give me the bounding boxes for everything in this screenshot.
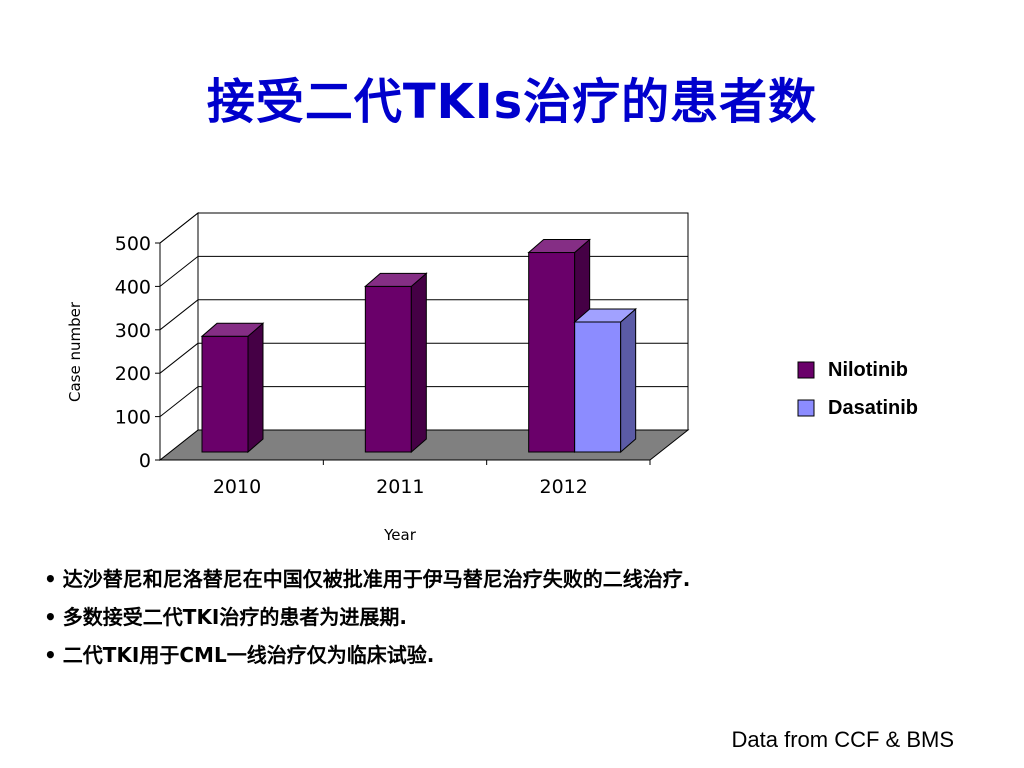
bullet-item: 达沙替尼和尼洛替尼在中国仅被批准用于伊马替尼治疗失败的二线治疗. [44, 560, 691, 598]
y-tick-labels: 0 100 200 300 400 500 [115, 233, 151, 472]
x-tick-label: 2010 [213, 476, 261, 498]
x-tick-label: 2011 [376, 476, 424, 498]
bar-side [620, 307, 637, 454]
bar-side [247, 322, 264, 454]
bullet-item: 多数接受二代TKI治疗的患者为进展期. [44, 598, 690, 636]
y-tick-label: 400 [115, 276, 151, 298]
y-tick-label: 500 [115, 233, 151, 255]
bar-nilotinib-2010 [200, 322, 265, 454]
bullet-list: 达沙替尼和尼洛替尼在中国仅被批准用于伊马替尼治疗失败的二线治疗. 多数接受二代T… [44, 560, 691, 674]
y-tick-label: 100 [115, 407, 151, 429]
bar-top [200, 322, 265, 337]
x-axis-title: Year [383, 526, 417, 544]
bar-front [528, 252, 576, 453]
bar-top [527, 239, 592, 254]
bar-side [410, 272, 427, 454]
chart-legend: Nilotinib Dasatinib [797, 359, 918, 419]
source-note: Data from CCF & BMS [731, 727, 954, 752]
y-tick-label: 200 [115, 363, 151, 385]
gridline [159, 342, 199, 374]
gridline [159, 256, 199, 287]
legend-label-dasatinib: Dasatinib [828, 397, 918, 419]
bar-chart: 0 100 200 300 400 500 2010 2011 2012 Case numbe… [66, 211, 918, 544]
bar-front [574, 321, 622, 453]
bar-front [364, 285, 412, 453]
bullet-item: 二代TKI用于CML一线治疗仅为临床试验. [44, 636, 690, 674]
x-tick-labels: 2010 2011 2012 [213, 460, 651, 498]
legend-label-nilotinib: Nilotinib [828, 359, 908, 381]
bar-top [573, 308, 638, 323]
y-tick-label: 300 [115, 320, 151, 342]
bar-front [201, 335, 249, 453]
gridline [159, 299, 199, 331]
gridline [159, 212, 199, 244]
bar-top [363, 272, 428, 287]
legend-swatch-nilotinib [797, 361, 815, 379]
legend-swatch-dasatinib [797, 399, 815, 417]
y-axis-title: Case number [66, 301, 84, 402]
gridline [159, 386, 199, 417]
y-tick-label: 0 [139, 450, 151, 472]
chart-bars [200, 238, 638, 454]
x-tick-label: 2012 [539, 476, 587, 498]
slide-title: 接受二代TKIs治疗的患者数 [206, 74, 818, 130]
bar-dasatinib-2012 [573, 307, 638, 454]
bar-nilotinib-2011 [363, 272, 428, 454]
chart-side-wall [159, 211, 199, 462]
